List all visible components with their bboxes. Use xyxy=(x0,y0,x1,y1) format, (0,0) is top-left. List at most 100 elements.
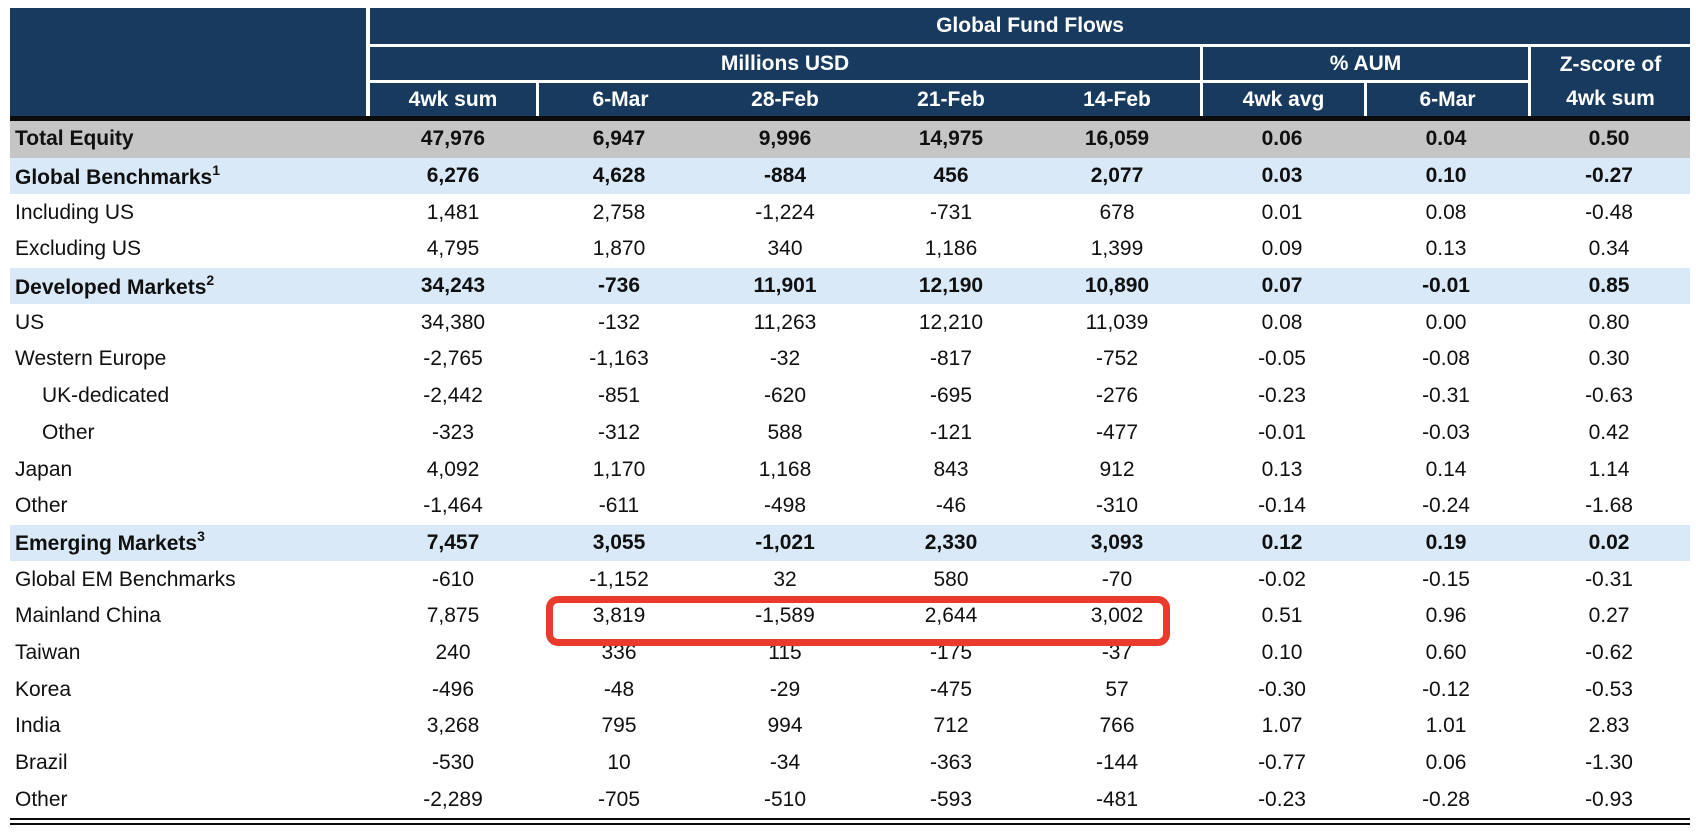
cell-6-mar-14: 336 xyxy=(601,640,637,664)
cell-4wk-sum-10: -1.68 xyxy=(1585,494,1633,518)
cell-21-feb-3: 1,186 xyxy=(924,237,978,261)
table-row: India 3,268 795 994 712 766 1.07 1.01 2.83 xyxy=(10,708,1690,745)
cell-28-feb-6: -32 xyxy=(769,347,801,371)
table-row: Including US 1,481 2,758 -1,224 -731 678 0.01 0… xyxy=(10,194,1690,231)
table-row: Total Equity 47,976 6,947 9,996 14,975 16,059… xyxy=(10,121,1690,158)
column-header-28-feb: 28-Feb xyxy=(702,83,868,116)
row-label-text: Brazil xyxy=(15,751,68,775)
cell-4wk-sum-4: 34,243 xyxy=(420,274,486,298)
cell-6-mar-7: -0.31 xyxy=(1422,384,1470,408)
cell-6-mar-16: 1.01 xyxy=(1425,714,1467,738)
table-bottom-rule xyxy=(10,818,1690,826)
row-label-text: UK-dedicated xyxy=(42,384,170,408)
table-row: Mainland China 7,875 3,819 -1,589 2,644 3,002… xyxy=(10,598,1690,635)
cell-4wk-sum-17: -530 xyxy=(431,751,475,775)
cell-4wk-avg-0: 0.06 xyxy=(1261,127,1303,151)
cell-28-feb-15: -29 xyxy=(769,677,801,701)
cell-28-feb-2: -1,224 xyxy=(755,200,815,224)
column-header-21-feb: 21-Feb xyxy=(868,83,1034,116)
cell-4wk-sum-13: 0.27 xyxy=(1588,604,1630,628)
table-row: Japan 4,092 1,170 1,168 843 912 0.13 0.14 1.14 xyxy=(10,451,1690,488)
row-label-text: Excluding US xyxy=(15,237,142,261)
row-label-text: Including US xyxy=(15,200,135,224)
cell-4wk-sum-3: 4,795 xyxy=(426,237,480,261)
cell-6-mar-5: -132 xyxy=(597,310,641,334)
footnote-marker: 1 xyxy=(212,161,221,178)
cell-4wk-avg-1: 0.03 xyxy=(1261,164,1303,188)
cell-6-mar-3: 0.13 xyxy=(1425,237,1467,261)
table-row: Emerging Markets3 7,457 3,055 -1,021 2,330 3,… xyxy=(10,524,1690,562)
cell-6-mar-15: -0.12 xyxy=(1422,677,1470,701)
cell-4wk-sum-11: 0.02 xyxy=(1588,530,1630,554)
row-label: Mainland China xyxy=(10,604,370,628)
cell-6-mar-6: -0.08 xyxy=(1422,347,1470,371)
row-label: Other xyxy=(10,788,370,812)
cell-28-feb-7: -620 xyxy=(763,384,807,408)
cell-6-mar-17: 10 xyxy=(607,751,631,775)
cell-28-feb-16: 994 xyxy=(767,714,803,738)
cell-14-feb-9: 912 xyxy=(1099,457,1135,481)
cell-6-mar-13: 3,819 xyxy=(592,604,646,628)
cell-4wk-sum-18: -2,289 xyxy=(423,787,483,811)
cell-6-mar-9: 1,170 xyxy=(592,457,646,481)
cell-21-feb-16: 712 xyxy=(933,714,969,738)
cell-4wk-sum-15: -0.53 xyxy=(1585,677,1633,701)
cell-14-feb-2: 678 xyxy=(1099,200,1135,224)
cell-21-feb-12: 580 xyxy=(933,567,969,591)
cell-6-mar-12: -0.15 xyxy=(1422,567,1470,591)
cell-28-feb-3: 340 xyxy=(767,237,803,261)
table-row: Other -2,289 -705 -510 -593 -481 -0.23 -0.28 -0.… xyxy=(10,781,1690,818)
row-label: Other xyxy=(10,421,370,445)
row-label: India xyxy=(10,714,370,738)
table-body: Total Equity 47,976 6,947 9,996 14,975 16,059… xyxy=(10,121,1690,818)
row-label-text: Mainland China xyxy=(15,604,161,628)
cell-4wk-sum-10: -1,464 xyxy=(423,494,483,518)
cell-4wk-avg-9: 0.13 xyxy=(1261,457,1303,481)
cell-21-feb-17: -363 xyxy=(929,751,973,775)
cell-4wk-sum-5: 0.80 xyxy=(1588,310,1630,334)
cell-28-feb-18: -510 xyxy=(763,787,807,811)
cell-4wk-avg-11: 0.12 xyxy=(1261,530,1303,554)
cell-4wk-sum-2: 1,481 xyxy=(426,200,480,224)
cell-4wk-sum-2: -0.48 xyxy=(1585,200,1633,224)
row-label: Other xyxy=(10,494,370,518)
cell-21-feb-8: -121 xyxy=(929,420,973,444)
cell-4wk-sum-6: 0.30 xyxy=(1588,347,1630,371)
cell-28-feb-11: -1,021 xyxy=(755,530,815,554)
column-header-6-mar: 6-Mar xyxy=(536,83,702,116)
row-label: Brazil xyxy=(10,751,370,775)
table-row: Other -323 -312 588 -121 -477 -0.01 -0.03 0.42 xyxy=(10,415,1690,452)
cell-4wk-sum-17: -1.30 xyxy=(1585,751,1633,775)
cell-6-mar-12: -1,152 xyxy=(589,567,649,591)
cell-4wk-sum-11: 7,457 xyxy=(426,530,480,554)
cell-6-mar-1: 0.10 xyxy=(1425,164,1467,188)
row-label-text: Developed Markets xyxy=(15,275,207,299)
cell-4wk-avg-17: -0.77 xyxy=(1258,751,1306,775)
cell-21-feb-15: -475 xyxy=(929,677,973,701)
cell-21-feb-9: 843 xyxy=(933,457,969,481)
row-label: Taiwan xyxy=(10,641,370,665)
row-label-text: Global EM Benchmarks xyxy=(15,567,236,591)
column-header-aum-6-mar: 6-Mar xyxy=(1364,83,1528,116)
cell-14-feb-4: 10,890 xyxy=(1084,274,1150,298)
cell-28-feb-17: -34 xyxy=(769,751,801,775)
row-label: Global EM Benchmarks xyxy=(10,568,370,592)
cell-4wk-sum-14: -0.62 xyxy=(1585,640,1633,664)
cell-4wk-sum-18: -0.93 xyxy=(1585,787,1633,811)
table-row: Global Benchmarks1 6,276 4,628 -884 456 2,077… xyxy=(10,157,1690,195)
table-row: Taiwan 240 336 115 -175 -37 0.10 0.60 -0.62 xyxy=(10,635,1690,672)
zscore-header-line2: 4wk sum xyxy=(1566,86,1655,110)
cell-4wk-sum-0: 0.50 xyxy=(1588,127,1630,151)
cell-4wk-sum-1: -0.27 xyxy=(1585,164,1633,188)
cell-4wk-avg-10: -0.14 xyxy=(1258,494,1306,518)
cell-14-feb-12: -70 xyxy=(1101,567,1133,591)
cell-21-feb-13: 2,644 xyxy=(924,604,978,628)
column-group-millions-usd: Millions USD xyxy=(370,47,1200,80)
cell-4wk-sum-7: -2,442 xyxy=(423,384,483,408)
cell-4wk-avg-5: 0.08 xyxy=(1261,310,1303,334)
row-label-text: Taiwan xyxy=(15,640,81,664)
cell-4wk-avg-2: 0.01 xyxy=(1261,200,1303,224)
cell-21-feb-11: 2,330 xyxy=(924,530,978,554)
row-label: US xyxy=(10,311,370,335)
cell-4wk-sum-8: 0.42 xyxy=(1588,420,1630,444)
